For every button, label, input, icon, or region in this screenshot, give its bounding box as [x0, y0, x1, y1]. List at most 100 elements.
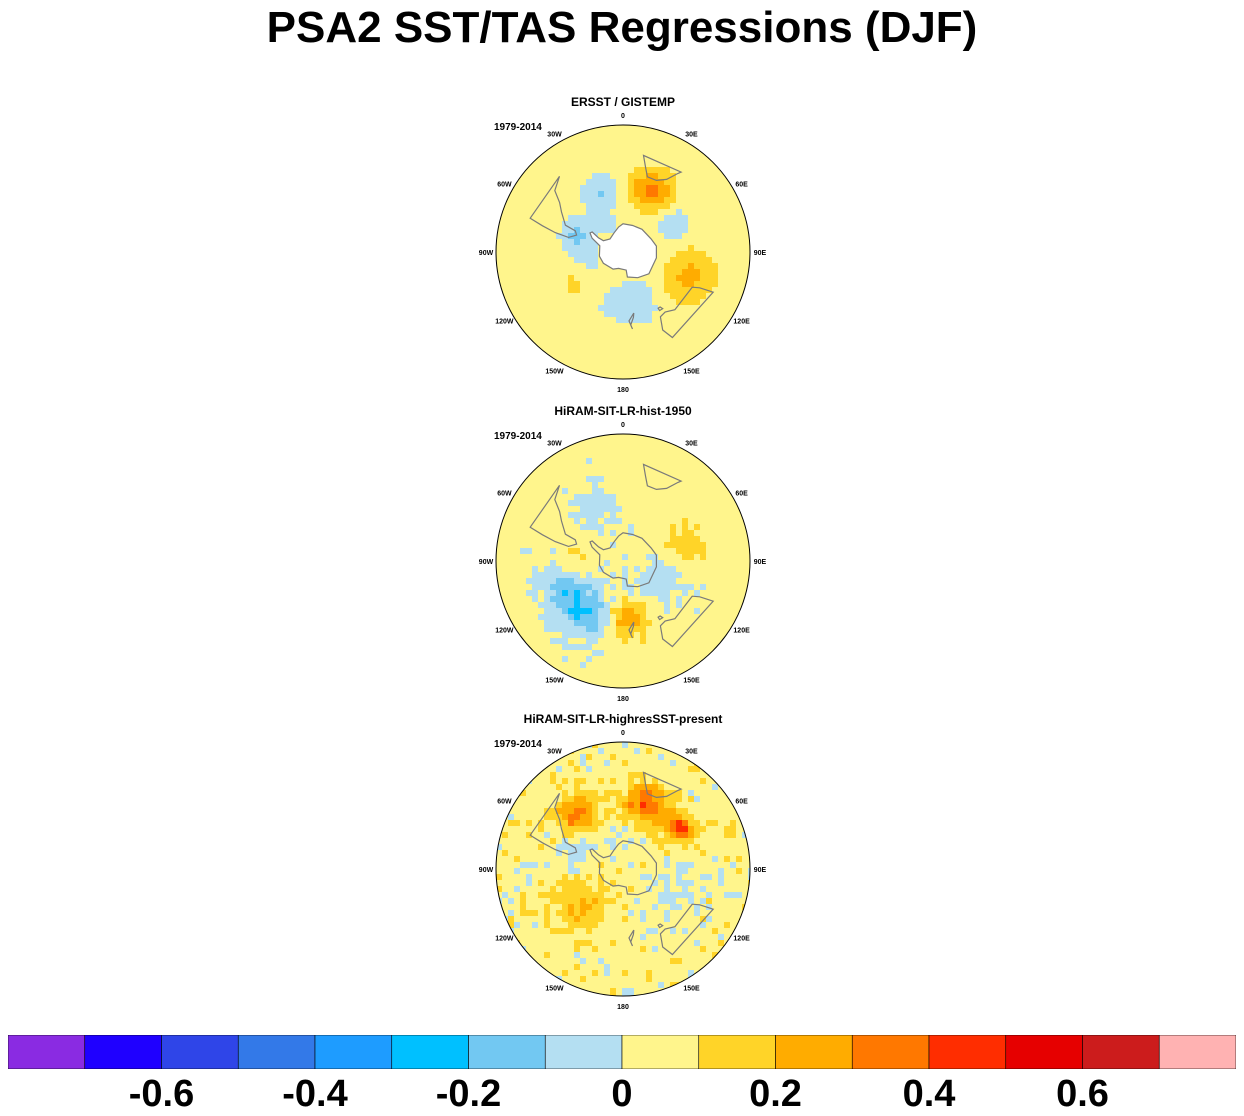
field-cell: [706, 826, 712, 832]
field-cell: [532, 227, 538, 233]
field-cell: [586, 892, 592, 898]
field-cell: [532, 572, 538, 578]
field-cell: [520, 554, 526, 560]
field-cell: [634, 754, 640, 760]
field-cell: [610, 227, 616, 233]
field-cell: [724, 934, 730, 940]
field-cell: [538, 868, 544, 874]
field-cell: [586, 898, 592, 904]
field-cell: [634, 434, 640, 440]
field-cell: [550, 638, 556, 644]
field-cell: [670, 850, 676, 856]
field-cell: [640, 662, 646, 668]
field-cell: [670, 614, 676, 620]
field-cell: [598, 802, 604, 808]
field-cell: [670, 287, 676, 293]
field-cell: [568, 257, 574, 263]
field-cell: [658, 838, 664, 844]
field-cell: [664, 916, 670, 922]
field-cell: [526, 820, 532, 826]
field-cell: [640, 518, 646, 524]
field-cell: [622, 293, 628, 299]
field-cell: [544, 227, 550, 233]
field-cell: [514, 227, 520, 233]
field-cell: [568, 596, 574, 602]
field-cell: [700, 784, 706, 790]
field-cell: [550, 299, 556, 305]
field-cell: [682, 173, 688, 179]
field-cell: [652, 958, 658, 964]
field-cell: [514, 281, 520, 287]
field-cell: [604, 137, 610, 143]
field-cell: [706, 626, 712, 632]
field-cell: [664, 784, 670, 790]
field-cell: [670, 940, 676, 946]
field-cell: [574, 982, 580, 988]
field-cell: [640, 434, 646, 440]
field-cell: [634, 826, 640, 832]
field-cell: [712, 155, 718, 161]
field-cell: [568, 215, 574, 221]
field-cell: [676, 311, 682, 317]
field-cell: [688, 341, 694, 347]
field-cell: [550, 802, 556, 808]
field-cell: [712, 886, 718, 892]
field-cell: [640, 524, 646, 530]
field-cell: [562, 524, 568, 530]
field-cell: [520, 494, 526, 500]
field-cell: [712, 536, 718, 542]
field-cell: [592, 578, 598, 584]
field-cell: [574, 868, 580, 874]
field-cell: [592, 215, 598, 221]
field-cell: [658, 554, 664, 560]
field-cell: [520, 512, 526, 518]
field-cell: [544, 850, 550, 856]
field-cell: [592, 808, 598, 814]
field-cell: [670, 572, 676, 578]
field-cell: [634, 197, 640, 203]
field-cell: [616, 476, 622, 482]
field-cell: [562, 596, 568, 602]
field-cell: [634, 446, 640, 452]
field-cell: [538, 494, 544, 500]
field-cell: [712, 868, 718, 874]
field-cell: [604, 602, 610, 608]
field-cell: [514, 209, 520, 215]
field-cell: [724, 203, 730, 209]
field-cell: [562, 832, 568, 838]
field-cell: [616, 299, 622, 305]
field-cell: [562, 209, 568, 215]
field-cell: [640, 760, 646, 766]
field-cell: [604, 662, 610, 668]
field-cell: [640, 590, 646, 596]
field-cell: [586, 323, 592, 329]
field-cell: [622, 287, 628, 293]
field-cell: [610, 524, 616, 530]
field-cell: [616, 452, 622, 458]
field-cell: [568, 916, 574, 922]
field-cell: [526, 880, 532, 886]
field-cell: [664, 185, 670, 191]
field-cell: [592, 440, 598, 446]
field-cell: [712, 880, 718, 886]
field-cell: [514, 494, 520, 500]
field-cell: [706, 287, 712, 293]
field-cell: [568, 940, 574, 946]
field-cell: [574, 227, 580, 233]
field-cell: [622, 742, 628, 748]
field-cell: [556, 524, 562, 530]
field-cell: [616, 281, 622, 287]
field-cell: [628, 353, 634, 359]
field-cell: [646, 311, 652, 317]
field-cell: [724, 620, 730, 626]
field-cell: [568, 281, 574, 287]
field-cell: [574, 500, 580, 506]
field-cell: [598, 329, 604, 335]
field-cell: [592, 518, 598, 524]
field-cell: [664, 656, 670, 662]
field-cell: [580, 149, 586, 155]
field-cell: [670, 988, 676, 994]
field-cell: [658, 524, 664, 530]
field-cell: [646, 482, 652, 488]
field-cell: [646, 536, 652, 542]
